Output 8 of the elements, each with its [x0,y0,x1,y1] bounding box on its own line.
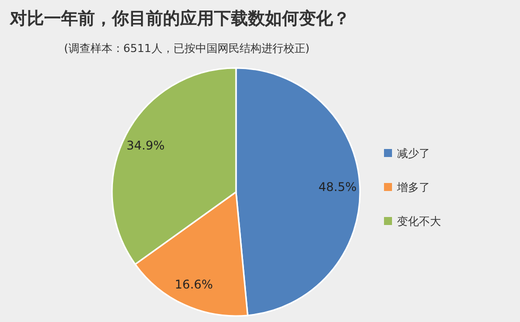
chart-title: 对比一年前，你目前的应用下载数如何变化？ [9,9,350,29]
data-label: 34.9% [126,138,165,153]
legend-label: 变化不大 [397,215,441,228]
legend-label: 增多了 [396,181,430,194]
chart-subtitle: (调查样本：6511人，已按中国网民结构进行校正) [64,42,310,55]
legend-label: 减少了 [397,147,430,160]
data-label: 48.5% [318,180,357,194]
data-label: 16.6% [174,278,213,292]
